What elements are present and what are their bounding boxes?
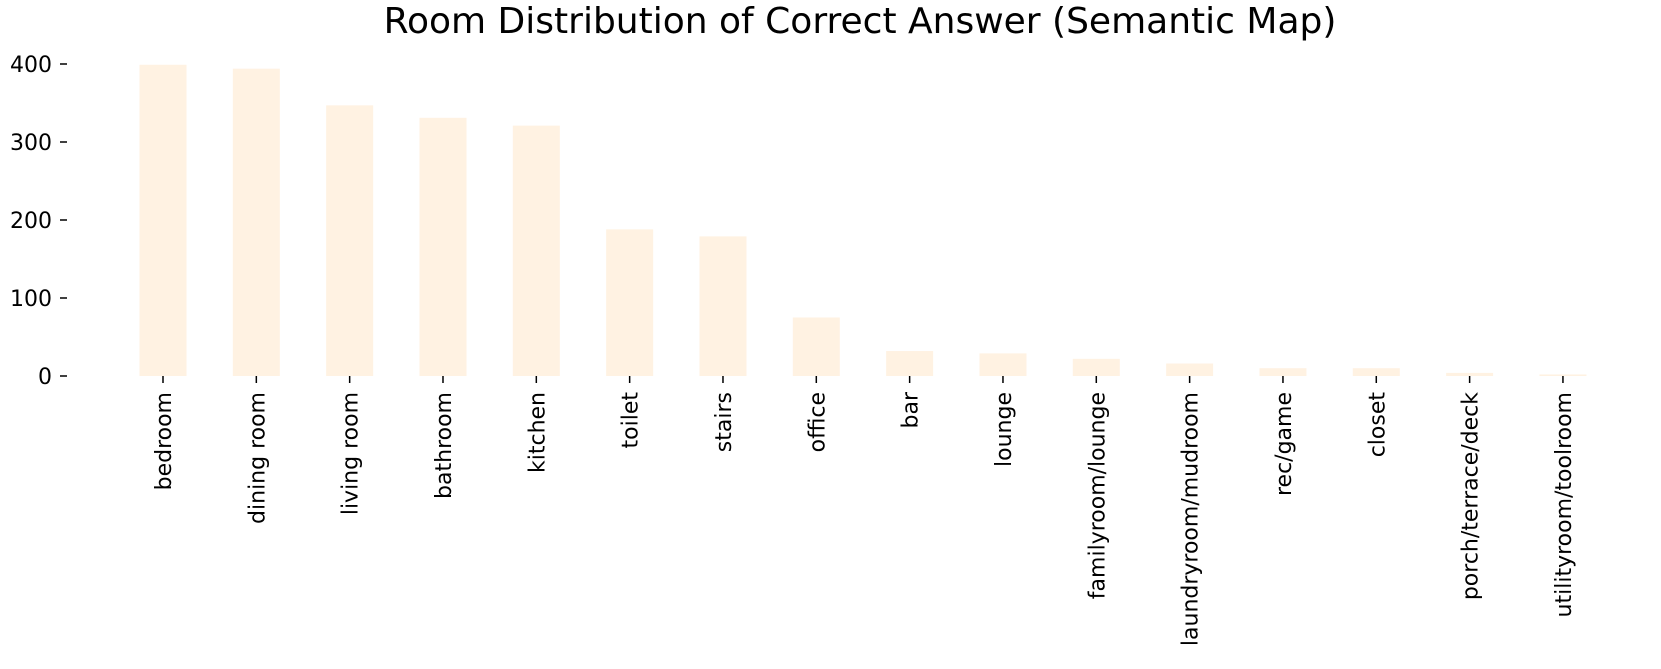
bar	[606, 229, 654, 376]
chart-title: Room Distribution of Correct Answer (Sem…	[384, 1, 1337, 42]
y-axis: 0 100 200 300 400	[10, 53, 67, 390]
y-tick-label: 300	[10, 131, 52, 156]
x-tick-label: toilet	[619, 392, 644, 449]
bar	[1072, 358, 1120, 376]
bar	[232, 68, 280, 377]
bar	[139, 64, 187, 376]
bar	[1259, 368, 1307, 376]
y-tick-label: 400	[10, 53, 52, 78]
x-tick-label: stairs	[712, 392, 737, 452]
x-tick-label: familyroom/lounge	[1085, 392, 1110, 599]
bar	[419, 117, 467, 376]
bar	[1446, 372, 1494, 376]
x-axis: bedroom dining room living room bathroom kit…	[152, 376, 1577, 646]
y-tick-label: 100	[10, 287, 52, 312]
bar	[1166, 363, 1214, 376]
x-tick-label: dining room	[245, 392, 270, 524]
x-tick-label: porch/terrace/deck	[1459, 392, 1484, 600]
bar	[326, 105, 374, 376]
x-tick-label: laundryroom/mudroom	[1179, 392, 1204, 646]
x-tick-label: utilityroom/toolroom	[1552, 392, 1577, 617]
bar	[886, 351, 934, 376]
bar	[1539, 374, 1587, 376]
x-tick-label: closet	[1365, 392, 1390, 458]
x-tick-label: bar	[899, 391, 924, 428]
bar	[699, 236, 747, 376]
x-tick-label: living room	[339, 392, 364, 515]
x-tick-label: kitchen	[525, 392, 550, 473]
y-tick-label: 0	[38, 365, 52, 390]
x-tick-label: lounge	[992, 392, 1017, 467]
x-tick-label: office	[805, 392, 830, 452]
bar	[1352, 368, 1400, 376]
bars	[139, 64, 1587, 377]
bar	[792, 317, 840, 376]
x-tick-label: rec/game	[1272, 392, 1297, 496]
y-tick-label: 200	[10, 209, 52, 234]
bar	[512, 125, 560, 377]
bar	[979, 353, 1027, 376]
x-tick-label: bathroom	[432, 392, 457, 499]
x-tick-label: bedroom	[152, 392, 177, 490]
